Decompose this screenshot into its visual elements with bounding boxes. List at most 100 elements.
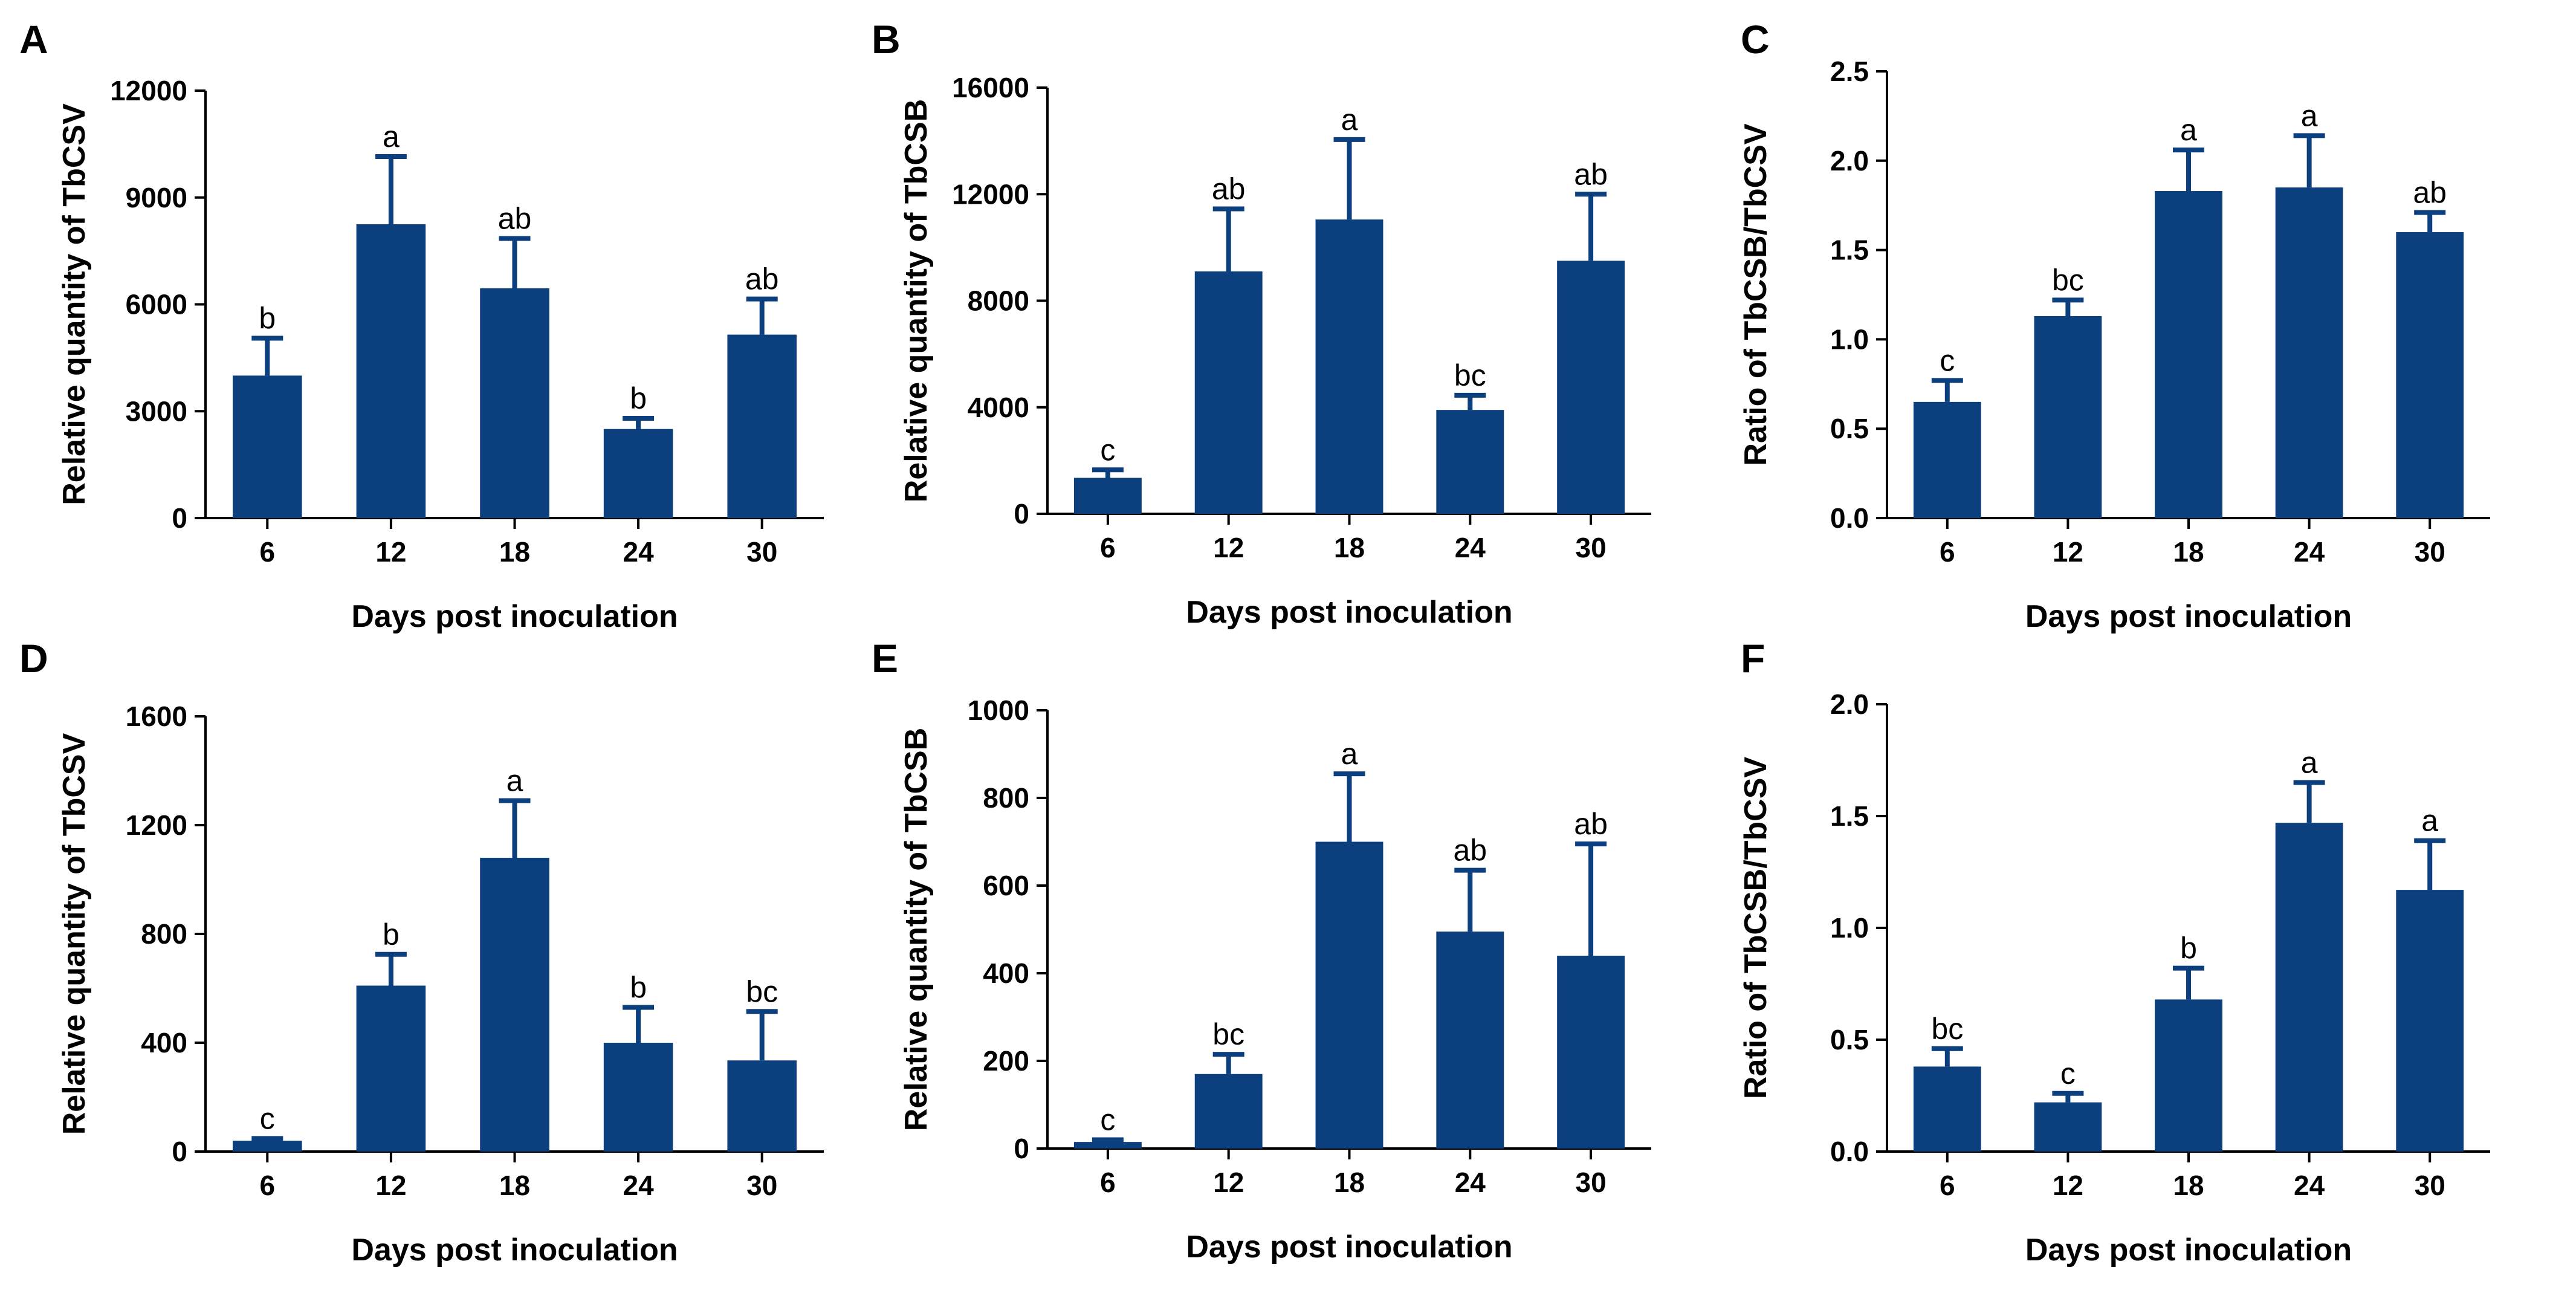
bar-18 bbox=[1315, 841, 1383, 1149]
significance-label: a bbox=[2180, 113, 2197, 147]
y-tick-label: 2.5 bbox=[1830, 56, 1869, 87]
x-tick-label: 30 bbox=[1576, 532, 1607, 563]
x-tick-label: 18 bbox=[499, 1170, 530, 1201]
significance-label: ab bbox=[1453, 834, 1487, 867]
x-tick-label: 24 bbox=[623, 536, 655, 568]
y-tick-label: 600 bbox=[983, 870, 1029, 901]
x-tick-label: 12 bbox=[1213, 532, 1244, 563]
significance-label: c bbox=[260, 1101, 275, 1135]
bar-6 bbox=[1913, 401, 1981, 518]
x-tick-label: 6 bbox=[1940, 1170, 1955, 1201]
significance-label: ab bbox=[498, 202, 532, 236]
y-tick-label: 0.5 bbox=[1830, 413, 1869, 444]
x-tick-label: 12 bbox=[375, 536, 406, 568]
significance-label: b bbox=[383, 918, 400, 951]
bar-24 bbox=[1436, 932, 1504, 1149]
significance-label: ab bbox=[745, 262, 779, 296]
y-tick-label: 0.5 bbox=[1830, 1024, 1869, 1055]
x-tick-label: 18 bbox=[499, 536, 530, 568]
bar-6 bbox=[233, 375, 302, 518]
bar-18 bbox=[1315, 219, 1383, 514]
bar-12 bbox=[1194, 1074, 1263, 1149]
bar-12 bbox=[1194, 271, 1263, 514]
x-tick-label: 18 bbox=[1334, 1167, 1365, 1198]
y-tick-label: 0 bbox=[172, 502, 187, 534]
y-tick-label: 800 bbox=[983, 782, 1029, 814]
bar-24 bbox=[2275, 187, 2343, 518]
bar-6 bbox=[1073, 478, 1142, 514]
chart-panel-a: A 0 3000 6000 9000 12000 Relative quantity of … bbox=[19, 17, 824, 634]
significance-label: a bbox=[383, 120, 400, 154]
y-tick-label: 12000 bbox=[952, 178, 1029, 210]
panel-letter: C bbox=[1741, 17, 1770, 62]
x-tick-label: 30 bbox=[746, 536, 777, 568]
x-tick-label: 24 bbox=[623, 1170, 655, 1201]
significance-label: c bbox=[2060, 1057, 2076, 1090]
significance-label: a bbox=[506, 764, 523, 798]
y-tick-label: 0 bbox=[1014, 498, 1029, 530]
x-tick-label: 6 bbox=[260, 1170, 276, 1201]
significance-label: ab bbox=[1212, 172, 1246, 206]
y-tick-label: 12000 bbox=[110, 75, 187, 106]
x-axis-label: Days post inoculation bbox=[351, 1233, 678, 1268]
x-tick-label: 24 bbox=[2294, 536, 2325, 568]
chart-panel-e: E 0 200 400 600 800 1000 Relative quantity of T… bbox=[872, 636, 1651, 1265]
x-tick-label: 24 bbox=[1455, 1167, 1486, 1198]
x-axis-label: Days post inoculation bbox=[2025, 1233, 2352, 1268]
x-axis-label: Days post inoculation bbox=[1186, 595, 1512, 630]
x-axis-label: Days post inoculation bbox=[2025, 599, 2352, 634]
y-tick-label: 1.0 bbox=[1830, 912, 1869, 944]
bar-6 bbox=[233, 1141, 302, 1152]
x-tick-label: 30 bbox=[2415, 1170, 2445, 1201]
chart-panel-c: C 0.0 0.5 1.0 1.5 2.0 2.5 Ratio of TbCSB/TbCSV c… bbox=[1738, 17, 2490, 634]
bar-12 bbox=[356, 224, 426, 518]
panel-letter: A bbox=[19, 17, 48, 62]
bar-24 bbox=[2275, 823, 2343, 1152]
chart-panel-d: D 0 400 800 1200 1600 Relative quantity of TbC… bbox=[19, 636, 824, 1268]
significance-label: a bbox=[2421, 804, 2438, 838]
significance-label: bc bbox=[2052, 263, 2084, 297]
y-tick-label: 2.0 bbox=[1830, 689, 1869, 720]
y-tick-label: 3000 bbox=[126, 395, 187, 427]
significance-label: bc bbox=[1454, 358, 1486, 392]
x-tick-label: 6 bbox=[1940, 536, 1955, 568]
panel-letter: B bbox=[872, 17, 901, 62]
x-axis-label: Days post inoculation bbox=[351, 599, 678, 634]
y-tick-label: 1.5 bbox=[1830, 235, 1869, 266]
significance-label: bc bbox=[1931, 1012, 1963, 1046]
bar-18 bbox=[2155, 191, 2222, 518]
bar-12 bbox=[356, 985, 426, 1152]
x-tick-label: 12 bbox=[2053, 536, 2083, 568]
x-tick-label: 18 bbox=[1334, 532, 1365, 563]
y-tick-label: 0 bbox=[1014, 1133, 1029, 1164]
significance-label: bc bbox=[746, 974, 778, 1008]
y-axis-label: Relative quantity of TbCSB bbox=[899, 99, 934, 502]
bar-18 bbox=[480, 858, 549, 1152]
bar-30 bbox=[2396, 890, 2464, 1152]
significance-label: bc bbox=[1212, 1017, 1244, 1051]
y-tick-label: 1200 bbox=[126, 809, 187, 841]
bar-30 bbox=[1557, 261, 1625, 514]
x-tick-label: 6 bbox=[1100, 532, 1116, 563]
significance-label: b bbox=[630, 971, 647, 1005]
bar-30 bbox=[1557, 956, 1625, 1149]
significance-label: c bbox=[1100, 1103, 1115, 1137]
y-tick-label: 1.0 bbox=[1830, 323, 1869, 355]
x-tick-label: 12 bbox=[2053, 1170, 2083, 1201]
y-axis-label: Relative quantity of TbCSB bbox=[899, 728, 934, 1131]
y-axis-label: Relative quantity of TbCSV bbox=[57, 103, 92, 505]
y-axis-label: Relative quantity of TbCSV bbox=[57, 733, 92, 1135]
y-tick-label: 400 bbox=[141, 1027, 187, 1058]
x-tick-label: 12 bbox=[375, 1170, 406, 1201]
bar-18 bbox=[2155, 999, 2222, 1152]
panel-letter: F bbox=[1741, 636, 1765, 681]
significance-label: b bbox=[259, 301, 276, 335]
x-tick-label: 12 bbox=[1213, 1167, 1244, 1198]
bar-24 bbox=[603, 1043, 673, 1152]
x-tick-label: 6 bbox=[1100, 1167, 1116, 1198]
x-axis-label: Days post inoculation bbox=[1186, 1230, 1512, 1265]
significance-label: ab bbox=[2413, 176, 2447, 210]
significance-label: c bbox=[1940, 343, 1955, 377]
x-tick-label: 30 bbox=[1576, 1167, 1607, 1198]
